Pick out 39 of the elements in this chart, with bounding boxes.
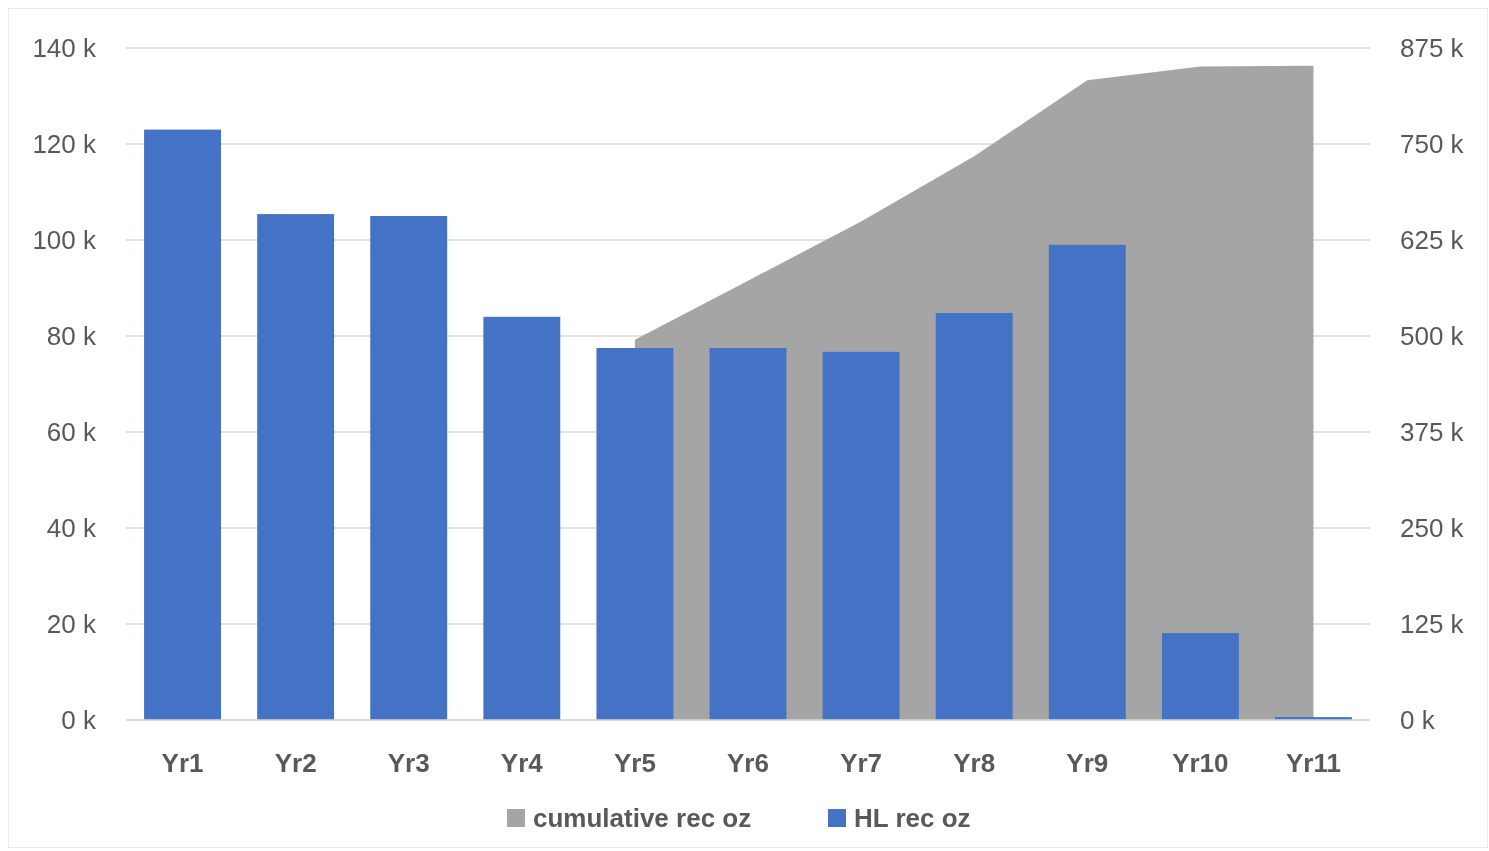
y2-tick-label: 375 k [1400,417,1465,448]
x-tick-label: Yr11 [1285,748,1341,778]
x-tick-label: Yr5 [613,748,656,778]
bar [822,351,900,720]
x-tick-label: Yr9 [1066,748,1109,778]
bar [257,214,335,720]
y-tick-label: 80 k [46,321,97,352]
x-tick-label: Yr3 [387,748,430,778]
x-tick-label: Yr8 [953,748,996,778]
x-tick-label: Yr10 [1172,748,1229,778]
y-tick-label: 120 k [32,129,97,160]
legend-label: HL rec oz [854,803,971,834]
bar [1048,244,1126,720]
bar [596,348,674,720]
x-tick-label: Yr6 [727,748,769,778]
bar [935,312,1013,720]
y2-tick-label: 250 k [1400,513,1465,544]
bar [483,316,561,720]
x-tick-label: Yr1 [161,748,204,778]
x-tick-label: Yr7 [840,748,883,778]
y-tick-label: 60 k [46,417,97,448]
y-tick-label: 20 k [46,609,97,640]
y2-tick-label: 500 k [1400,321,1465,352]
y2-tick-label: 0 k [1400,705,1436,736]
bar [1161,633,1239,720]
y2-tick-label: 750 k [1400,129,1465,160]
y-tick-label: 0 k [61,705,97,736]
y-tick-label: 140 k [32,33,97,64]
y-tick-label: 100 k [32,225,97,256]
y-tick-label: 40 k [46,513,97,544]
bar [709,348,787,720]
y2-tick-label: 625 k [1400,225,1465,256]
y2-tick-label: 875 k [1400,33,1465,64]
bar [144,129,221,720]
y2-tick-label: 125 k [1400,609,1465,640]
legend-label: cumulative rec oz [533,803,752,834]
x-tick-label: Yr2 [274,748,317,778]
x-tick-label: Yr4 [500,748,544,778]
bar [370,216,448,720]
